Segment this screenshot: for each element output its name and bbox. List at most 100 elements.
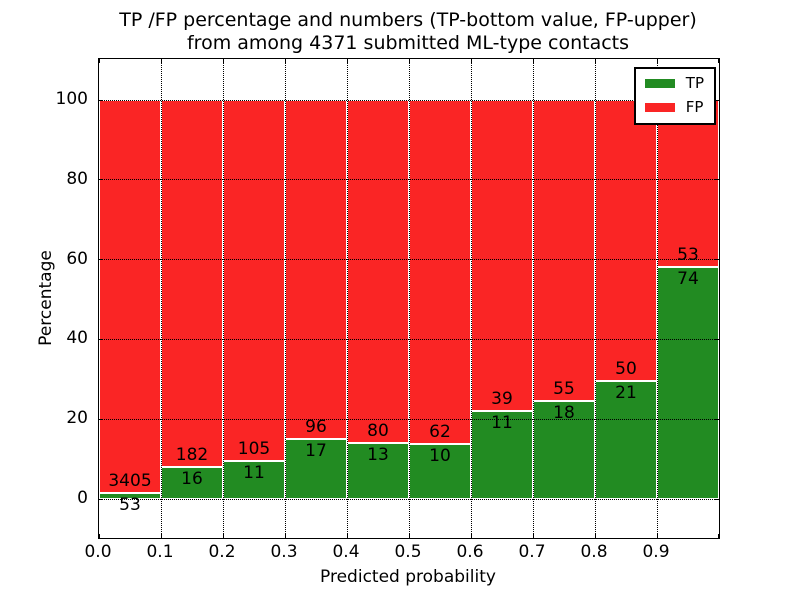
y-tick-mark (99, 338, 103, 340)
fp-bar-segment (409, 100, 471, 444)
legend: TP FP (633, 67, 716, 125)
vertical-gridline (656, 59, 658, 538)
x-tick-label: 0.9 (642, 542, 670, 562)
x-tick-mark (471, 534, 472, 538)
y-tick-mark (99, 418, 103, 420)
fp-count-label: 182 (175, 444, 209, 465)
y-tick-mark (715, 498, 719, 500)
fp-count-label: 55 (553, 378, 575, 399)
fp-bar-segment (533, 100, 595, 401)
x-tick-mark (533, 59, 534, 63)
vertical-gridline (284, 59, 286, 538)
fp-count-label: 96 (305, 416, 327, 437)
fp-count-label: 53 (677, 244, 699, 265)
tp-count-label: 11 (491, 413, 513, 434)
x-tick-mark (347, 59, 348, 63)
legend-swatch-tp (644, 79, 675, 88)
x-tick-mark (409, 534, 410, 538)
vertical-gridline (470, 59, 472, 538)
y-tick-mark (715, 259, 719, 261)
x-tick-mark (657, 59, 658, 63)
fp-count-label: 3405 (108, 470, 152, 491)
x-tick-mark (99, 534, 100, 538)
tp-count-label: 10 (429, 445, 451, 466)
y-tick-label: 80 (66, 168, 88, 189)
x-tick-label: 0.1 (146, 542, 174, 562)
x-tick-mark (223, 534, 224, 538)
chart-title-line2: from among 4371 submitted ML-type contac… (186, 32, 630, 54)
tp-count-label: 16 (181, 468, 203, 489)
fp-count-label: 62 (429, 421, 451, 442)
y-tick-mark (99, 99, 103, 101)
fp-bar-segment (285, 100, 347, 439)
y-tick-mark (715, 338, 719, 340)
fp-count-label: 80 (367, 421, 389, 442)
x-tick-mark (718, 59, 719, 63)
vertical-gridline (594, 59, 596, 538)
legend-label: FP (685, 98, 704, 116)
fp-count-label: 39 (491, 389, 513, 410)
fp-bar-segment (223, 100, 285, 462)
legend-entry: TP (644, 74, 704, 92)
tp-bar-segment (657, 266, 719, 499)
x-tick-mark (471, 59, 472, 63)
fp-bar-segment (347, 100, 409, 444)
y-tick-mark (99, 179, 103, 181)
tp-count-label: 74 (677, 268, 699, 289)
x-tick-mark (161, 534, 162, 538)
tp-count-label: 13 (367, 445, 389, 466)
vertical-gridline (408, 59, 410, 538)
fp-bar-segment (471, 100, 533, 412)
tp-count-label: 21 (615, 382, 637, 403)
x-tick-mark (99, 59, 100, 63)
tp-bar-segment (533, 400, 595, 499)
y-tick-label: 0 (77, 488, 88, 508)
y-tick-mark (715, 99, 719, 101)
y-tick-label: 100 (55, 89, 88, 109)
tp-count-label: 17 (305, 440, 327, 461)
x-tick-mark (409, 59, 410, 63)
vertical-gridline (160, 59, 162, 538)
x-tick-mark (285, 534, 286, 538)
tp-count-label: 18 (553, 402, 575, 423)
x-tick-mark (718, 534, 719, 538)
tp-bar-segment (409, 443, 471, 499)
x-tick-label: 0.2 (208, 542, 236, 562)
tp-count-label: 53 (119, 494, 141, 515)
fp-bar-segment (99, 100, 161, 493)
legend-entry: FP (644, 98, 704, 116)
y-tick-mark (99, 259, 103, 261)
x-tick-mark (595, 534, 596, 538)
x-tick-label: 0.6 (456, 542, 484, 562)
y-tick-mark (715, 179, 719, 181)
x-tick-mark (533, 534, 534, 538)
x-tick-label: 0.4 (332, 542, 360, 562)
y-tick-mark (99, 498, 103, 500)
plot-area: TP FP 3405 53 182 16 105 11 96 17 80 13 62 10 39 11 55 1… (98, 58, 720, 539)
legend-swatch-fp (644, 103, 675, 112)
x-tick-mark (285, 59, 286, 63)
fp-count-label: 50 (615, 359, 637, 379)
tp-bar-segment (595, 381, 657, 499)
fp-bar-segment (161, 100, 223, 467)
chart-title: TP /FP percentage and numbers (TP-bottom… (98, 9, 718, 55)
x-tick-mark (223, 59, 224, 63)
tp-bar-segment (285, 438, 347, 499)
x-tick-mark (347, 534, 348, 538)
y-tick-label: 60 (66, 248, 88, 269)
x-tick-label: 0.5 (394, 542, 422, 562)
x-tick-label: 0.8 (580, 542, 608, 562)
fp-bar-segment (595, 100, 657, 381)
vertical-gridline (222, 59, 224, 538)
x-tick-label: 0.3 (270, 542, 298, 562)
x-tick-mark (595, 59, 596, 63)
y-tick-label: 20 (66, 408, 88, 429)
chart-title-line1: TP /FP percentage and numbers (TP-bottom… (119, 9, 697, 31)
fp-bar-segment (657, 100, 719, 267)
x-axis-label: Predicted probability (320, 567, 496, 587)
x-tick-mark (161, 59, 162, 63)
tp-bar-segment (223, 461, 285, 499)
tp-bar-segment (471, 411, 533, 499)
x-tick-label: 0.7 (518, 542, 546, 562)
legend-label: TP (685, 74, 704, 92)
